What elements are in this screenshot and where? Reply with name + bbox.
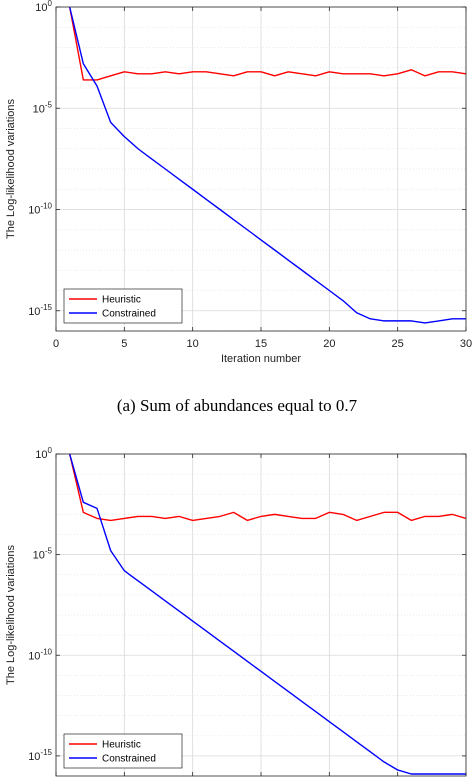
legend-box bbox=[63, 288, 183, 324]
x-tick-label: 15 bbox=[255, 338, 267, 350]
x-tick-label: 5 bbox=[121, 338, 127, 350]
legend-label-constrained: Constrained bbox=[102, 309, 156, 320]
x-tick-label: 10 bbox=[187, 338, 199, 350]
x-tick-label: 25 bbox=[392, 338, 404, 350]
series-line-constrained bbox=[68, 453, 466, 775]
series-line-heuristic bbox=[68, 6, 467, 81]
chart-1: 0 5 10 15 20 25 30 100 10-5 10-10 10-15 Iteration n… bbox=[5, 0, 472, 415]
series-line-heuristic bbox=[68, 453, 467, 522]
y-axis-label: The Log-likelihood variations bbox=[5, 98, 17, 239]
legend-label-constrained: Constrained bbox=[102, 754, 156, 765]
legend-label-heuristic: Heuristic bbox=[102, 740, 141, 751]
y-axis-label: The Log-likelihood variations bbox=[5, 544, 17, 685]
y-tick-label: 10-10 bbox=[28, 202, 52, 217]
series-line-constrained bbox=[68, 6, 466, 324]
y-tick-label: 100 bbox=[35, 0, 52, 14]
figure-caption: (a) Sum of abundances equal to 0.7 bbox=[117, 396, 358, 415]
y-tick-label: 10-15 bbox=[28, 748, 52, 763]
y-tick-label: 10-5 bbox=[33, 100, 53, 115]
chart-2: 100 10-5 10-10 10-15 The Log-likelihood vari… bbox=[5, 446, 467, 777]
y-tick-label: 100 bbox=[35, 446, 52, 461]
x-axis-label: Iteration number bbox=[221, 353, 301, 365]
legend-box bbox=[63, 733, 183, 769]
y-tick-label: 10-10 bbox=[28, 647, 52, 662]
x-tick-label: 20 bbox=[323, 338, 335, 350]
legend-label-heuristic: Heuristic bbox=[102, 295, 141, 306]
y-tick-label: 10-15 bbox=[28, 303, 52, 318]
y-tick-label: 10-5 bbox=[33, 547, 53, 562]
x-tick-label: 0 bbox=[53, 338, 59, 350]
x-tick-label: 30 bbox=[460, 338, 472, 350]
